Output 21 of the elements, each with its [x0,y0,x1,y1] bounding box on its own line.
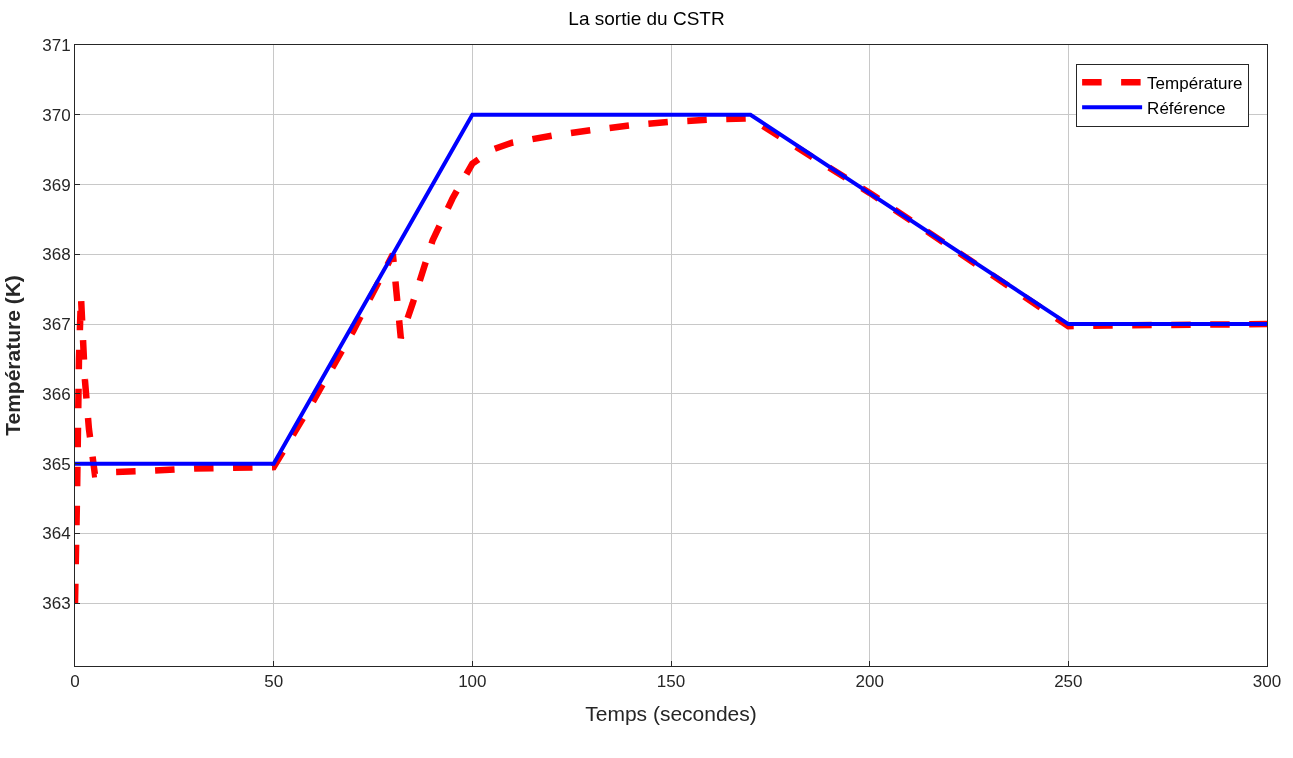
y-tick-label: 368 [42,245,71,265]
x-tick-label: 150 [656,672,686,692]
y-axis-title: Température (K) [1,275,25,436]
legend-label: Référence [1147,98,1226,118]
x-tick-label: 200 [855,672,884,692]
x-axis-title: Temps (secondes) [585,701,757,725]
y-tick-label: 363 [42,594,71,614]
y-tick-label: 366 [42,384,71,404]
legend-label: Température [1147,73,1243,93]
x-tick-label: 0 [70,672,80,692]
y-tick-label: 364 [42,524,71,544]
y-tick-label: 365 [42,454,71,474]
chart-title: La sortie du CSTR [568,7,725,29]
y-tick-label: 369 [42,175,71,195]
y-tick-label: 371 [42,35,71,55]
y-tick-label: 370 [42,105,71,125]
x-tick-label: 50 [264,672,284,692]
x-tick-label: 100 [458,672,487,692]
x-tick-label: 250 [1054,672,1083,692]
x-tick-label: 300 [1252,672,1282,692]
y-tick-label: 367 [42,315,71,335]
